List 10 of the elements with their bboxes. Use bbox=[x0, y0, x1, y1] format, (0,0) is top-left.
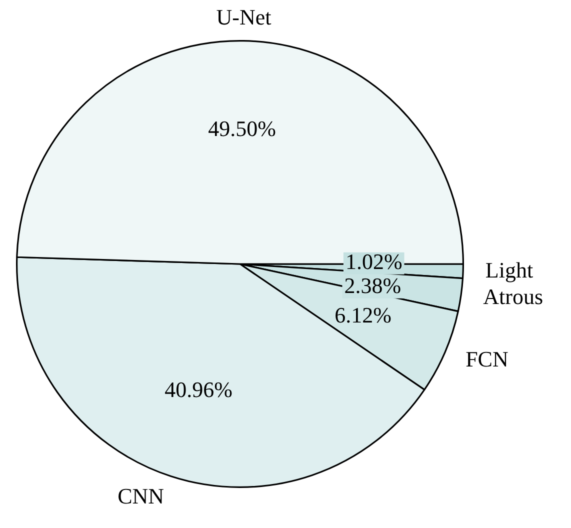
data-label: 49.50% bbox=[208, 116, 276, 141]
slice-label: Light bbox=[485, 258, 534, 283]
data-label: 40.96% bbox=[164, 377, 232, 402]
slice-label: CNN bbox=[118, 483, 164, 508]
data-label: 2.38% bbox=[344, 273, 402, 298]
data-label: 1.02% bbox=[345, 249, 402, 274]
slice-label: Atrous bbox=[483, 284, 544, 309]
data-label: 6.12% bbox=[334, 302, 392, 328]
slice-label: U-Net bbox=[216, 4, 272, 30]
slice-label: FCN bbox=[466, 346, 508, 372]
